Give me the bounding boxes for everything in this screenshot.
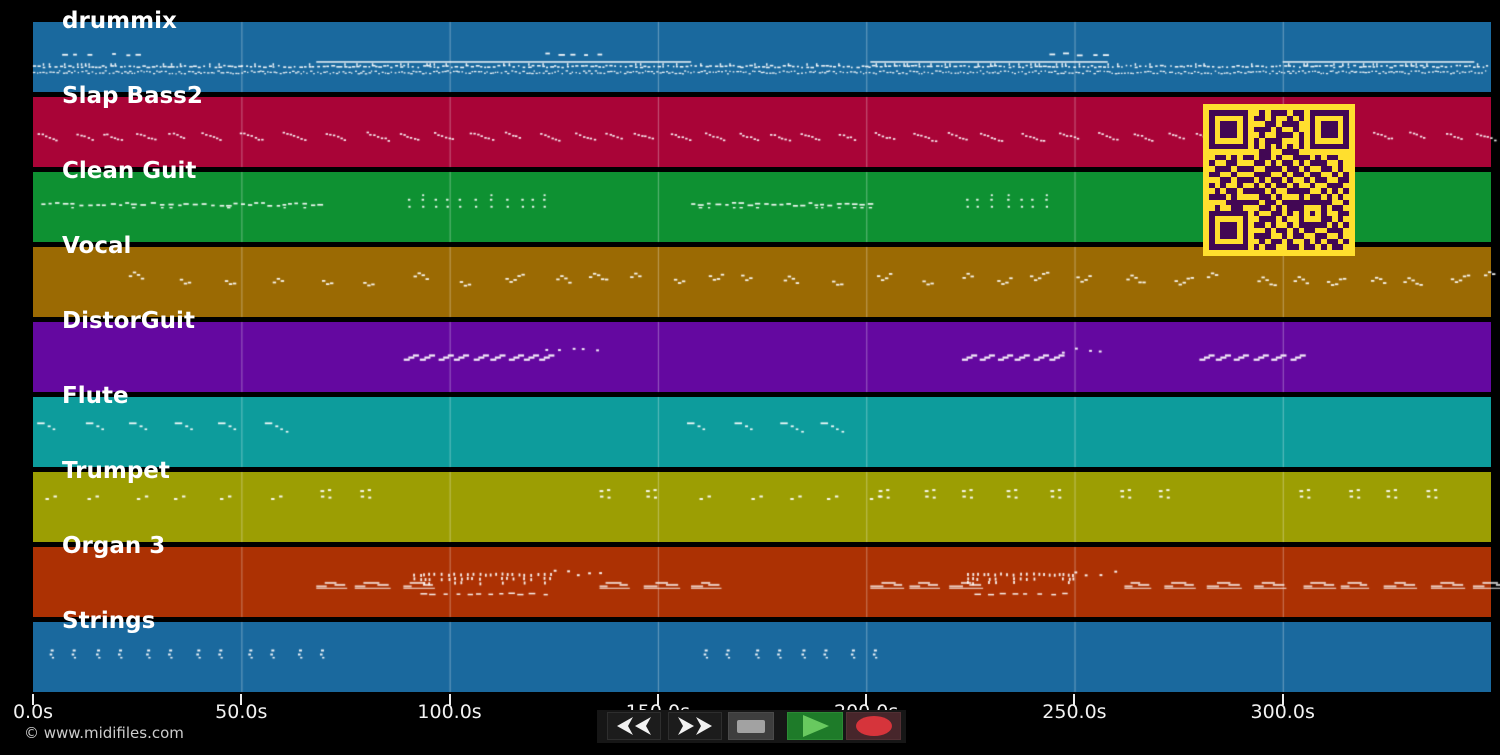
transport-bar [597,710,906,743]
rewind-button[interactable] [607,712,661,740]
play-button[interactable] [787,712,843,740]
rewind-icon [617,717,651,735]
stop-button[interactable] [728,712,774,740]
record-button[interactable] [846,712,901,740]
play-icon [803,715,829,737]
fast-forward-icon [678,717,712,735]
stop-icon [737,719,765,733]
record-icon [855,716,892,736]
fast-forward-button[interactable] [668,712,722,740]
qr-code [1203,104,1355,256]
